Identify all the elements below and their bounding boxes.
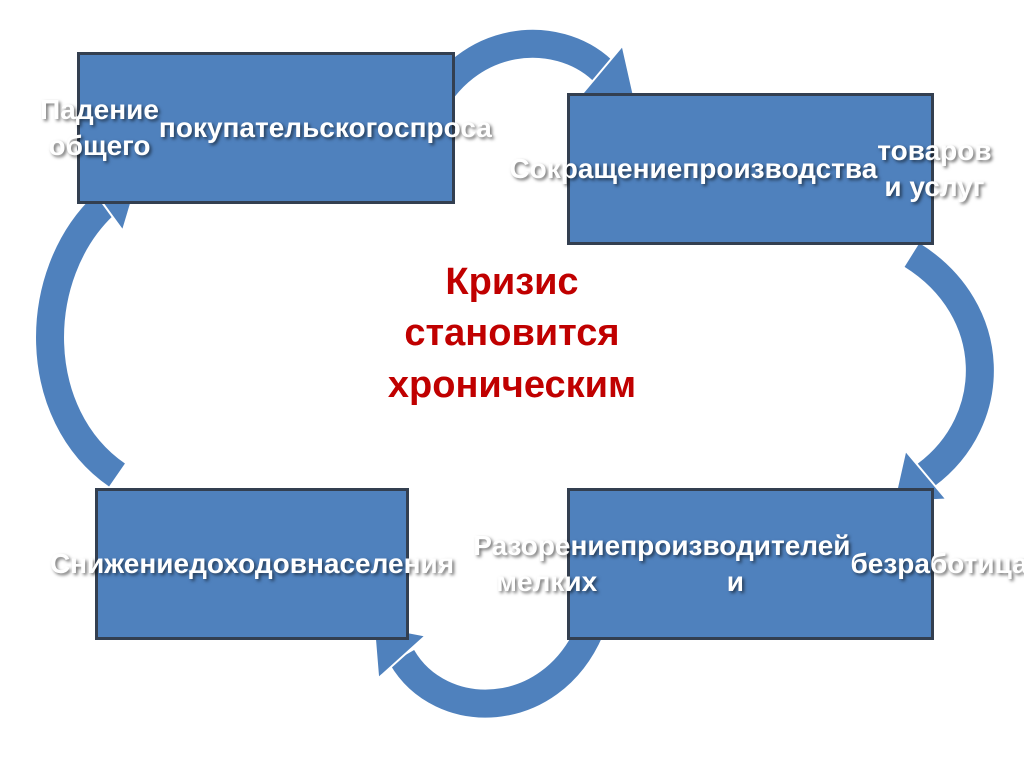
node-demand-drop: Падение общегопокупательскогоспроса	[77, 52, 455, 204]
node-bankruptcy-unemployment: Разорение мелкихпроизводителей ибезработ…	[567, 488, 934, 640]
node-income-decline: Снижениедоходовнаселения	[95, 488, 409, 640]
node-production-cut: Сокращениепроизводстватоваров и услуг	[567, 93, 934, 245]
arrow-a4	[22, 185, 152, 485]
center-title: Кризисстановитсяхроническим	[344, 257, 680, 437]
diagram-canvas: Падение общегопокупательскогоспроса Сокр…	[0, 0, 1024, 768]
arrow-a2	[882, 240, 1002, 490]
